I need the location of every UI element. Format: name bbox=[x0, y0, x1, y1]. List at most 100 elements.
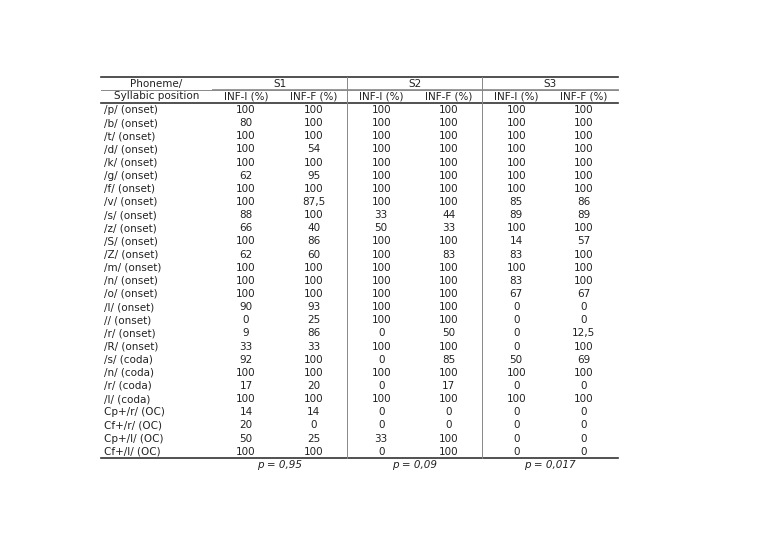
Text: 20: 20 bbox=[307, 381, 320, 391]
Text: /l/ (coda): /l/ (coda) bbox=[104, 394, 150, 404]
Text: 100: 100 bbox=[574, 368, 594, 378]
Text: 0: 0 bbox=[513, 342, 519, 351]
Text: 0: 0 bbox=[581, 420, 587, 431]
Text: 100: 100 bbox=[236, 368, 256, 378]
Text: 100: 100 bbox=[304, 262, 324, 273]
Text: 100: 100 bbox=[236, 197, 256, 207]
Text: 95: 95 bbox=[307, 171, 320, 181]
Text: 100: 100 bbox=[304, 118, 324, 128]
Text: 100: 100 bbox=[574, 157, 594, 168]
Text: 86: 86 bbox=[577, 197, 590, 207]
Text: 100: 100 bbox=[574, 144, 594, 154]
Text: 0: 0 bbox=[581, 433, 587, 444]
Text: 100: 100 bbox=[439, 144, 459, 154]
Text: 100: 100 bbox=[371, 289, 391, 299]
Text: 0: 0 bbox=[581, 302, 587, 312]
Text: 100: 100 bbox=[439, 276, 459, 286]
Text: 33: 33 bbox=[374, 433, 388, 444]
Text: 100: 100 bbox=[371, 342, 391, 351]
Text: 100: 100 bbox=[371, 250, 391, 260]
Text: 0: 0 bbox=[513, 447, 519, 457]
Text: 100: 100 bbox=[439, 157, 459, 168]
Text: INF-I (%): INF-I (%) bbox=[359, 92, 403, 102]
Text: 100: 100 bbox=[371, 132, 391, 141]
Text: 60: 60 bbox=[307, 250, 320, 260]
Text: 66: 66 bbox=[240, 223, 252, 233]
Text: 100: 100 bbox=[574, 276, 594, 286]
Text: 0: 0 bbox=[378, 381, 384, 391]
Text: 100: 100 bbox=[371, 157, 391, 168]
Text: 100: 100 bbox=[439, 342, 459, 351]
Text: 100: 100 bbox=[506, 157, 526, 168]
Text: 100: 100 bbox=[304, 394, 324, 404]
Text: 100: 100 bbox=[371, 302, 391, 312]
Text: /S/ (onset): /S/ (onset) bbox=[104, 237, 158, 246]
Text: 100: 100 bbox=[439, 302, 459, 312]
Text: 100: 100 bbox=[506, 132, 526, 141]
Text: 100: 100 bbox=[236, 184, 256, 194]
Text: 100: 100 bbox=[371, 315, 391, 325]
Text: 100: 100 bbox=[236, 289, 256, 299]
Text: 0: 0 bbox=[513, 328, 519, 338]
Text: 67: 67 bbox=[509, 289, 523, 299]
Text: 100: 100 bbox=[371, 237, 391, 246]
Text: 100: 100 bbox=[574, 184, 594, 194]
Text: 86: 86 bbox=[307, 328, 320, 338]
Text: 80: 80 bbox=[240, 118, 252, 128]
Text: /p/ (onset): /p/ (onset) bbox=[104, 105, 158, 115]
Text: 100: 100 bbox=[439, 118, 459, 128]
Text: 14: 14 bbox=[240, 407, 252, 417]
Text: 85: 85 bbox=[442, 355, 456, 365]
Text: 69: 69 bbox=[577, 355, 590, 365]
Text: 86: 86 bbox=[307, 237, 320, 246]
Text: 12,5: 12,5 bbox=[572, 328, 596, 338]
Text: 100: 100 bbox=[371, 368, 391, 378]
Text: 90: 90 bbox=[240, 302, 252, 312]
Text: 33: 33 bbox=[442, 223, 456, 233]
Text: p = 0,95: p = 0,95 bbox=[257, 460, 302, 470]
Text: 100: 100 bbox=[439, 237, 459, 246]
Text: 0: 0 bbox=[513, 381, 519, 391]
Text: 67: 67 bbox=[577, 289, 590, 299]
Text: /d/ (onset): /d/ (onset) bbox=[104, 144, 158, 154]
Text: 0: 0 bbox=[446, 407, 452, 417]
Text: 17: 17 bbox=[240, 381, 252, 391]
Text: 100: 100 bbox=[236, 394, 256, 404]
Text: 0: 0 bbox=[378, 355, 384, 365]
Text: 100: 100 bbox=[371, 197, 391, 207]
Text: 0: 0 bbox=[581, 315, 587, 325]
Text: 100: 100 bbox=[439, 289, 459, 299]
Text: 89: 89 bbox=[577, 210, 590, 220]
Text: // (onset): // (onset) bbox=[104, 315, 151, 325]
Text: 100: 100 bbox=[371, 144, 391, 154]
Text: 88: 88 bbox=[240, 210, 252, 220]
Text: 100: 100 bbox=[236, 262, 256, 273]
Text: 100: 100 bbox=[371, 276, 391, 286]
Text: 0: 0 bbox=[378, 447, 384, 457]
Text: 100: 100 bbox=[506, 171, 526, 181]
Text: 100: 100 bbox=[506, 262, 526, 273]
Text: /z/ (onset): /z/ (onset) bbox=[104, 223, 156, 233]
Text: 87,5: 87,5 bbox=[302, 197, 325, 207]
Text: 100: 100 bbox=[236, 144, 256, 154]
Text: 93: 93 bbox=[307, 302, 320, 312]
Text: 44: 44 bbox=[442, 210, 456, 220]
Text: 100: 100 bbox=[439, 197, 459, 207]
Text: Cp+/l/ (OC): Cp+/l/ (OC) bbox=[104, 433, 163, 444]
Text: 100: 100 bbox=[439, 433, 459, 444]
Text: 50: 50 bbox=[374, 223, 387, 233]
Text: 0: 0 bbox=[310, 420, 317, 431]
Text: /g/ (onset): /g/ (onset) bbox=[104, 171, 158, 181]
Text: 89: 89 bbox=[509, 210, 523, 220]
Text: /s/ (coda): /s/ (coda) bbox=[104, 355, 152, 365]
Text: 100: 100 bbox=[574, 105, 594, 115]
Text: 100: 100 bbox=[236, 447, 256, 457]
Text: 0: 0 bbox=[378, 420, 384, 431]
Text: 100: 100 bbox=[304, 105, 324, 115]
Text: 17: 17 bbox=[442, 381, 456, 391]
Text: 100: 100 bbox=[304, 368, 324, 378]
Text: S1: S1 bbox=[273, 79, 287, 89]
Text: 83: 83 bbox=[442, 250, 456, 260]
Text: 100: 100 bbox=[304, 276, 324, 286]
Text: S3: S3 bbox=[543, 79, 556, 89]
